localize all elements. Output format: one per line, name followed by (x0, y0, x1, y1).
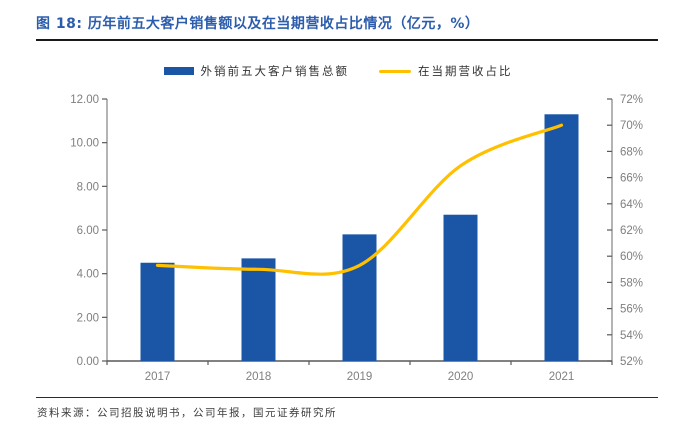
bar-2021 (544, 114, 579, 362)
line-series-swatch-icon (379, 69, 411, 73)
right-axis-label: 60% (620, 251, 643, 263)
legend-line-label: 在当期营收占比 (418, 64, 513, 78)
left-axis-label: 8.00 (77, 181, 99, 193)
right-axis-label: 72% (620, 94, 643, 106)
bar-2018 (241, 258, 276, 361)
bar-2019 (342, 234, 377, 361)
legend-item-bar-series: 外销前五大客户销售总额 (163, 63, 350, 79)
right-axis-label: 52% (620, 356, 643, 368)
title-divider (36, 39, 658, 41)
source-divider (36, 397, 658, 398)
bar-series-swatch-icon (163, 67, 194, 75)
page-title: 图 18: 历年前五大客户销售额以及在当期营收占比情况（亿元，%） (36, 16, 480, 32)
left-axis-label: 6.00 (77, 225, 99, 237)
chart-canvas: 0.00 2.00 4.00 6.00 8.00 10.00 12.00 52% 54% 56% 5… (70, 94, 643, 383)
right-axis-label: 54% (620, 330, 643, 342)
right-axis-label: 68% (620, 146, 643, 158)
x-axis-label: 2021 (549, 371, 575, 383)
left-axis-label: 2.00 (77, 312, 99, 324)
right-axis-label: 62% (620, 225, 643, 237)
bar-2017 (140, 262, 175, 361)
chart-legend: 外销前五大客户销售总额 在当期营收占比 (88, 62, 588, 80)
bar-2020 (443, 214, 478, 361)
left-axis-label: 0.00 (77, 356, 99, 368)
right-axis-label: 64% (620, 199, 643, 211)
legend-item-line-series: 在当期营收占比 (379, 63, 513, 79)
legend-bar-label: 外销前五大客户销售总额 (200, 64, 349, 78)
left-axis-label: 12.00 (70, 94, 99, 106)
right-axis-label: 56% (620, 304, 643, 316)
right-axis-label: 58% (620, 277, 643, 289)
x-axis-label: 2019 (347, 371, 373, 383)
chart-area: 0.00 2.00 4.00 6.00 8.00 10.00 12.00 52% 54% 56% 5… (0, 88, 676, 390)
x-axis-label: 2017 (145, 371, 171, 383)
left-axis-label: 4.00 (77, 269, 99, 281)
left-axis-label: 10.00 (70, 138, 99, 150)
revenue-ratio-line (155, 123, 564, 276)
right-axis-label: 66% (620, 173, 643, 185)
x-axis-label: 2018 (246, 371, 272, 383)
x-axis-label: 2020 (448, 371, 474, 383)
right-axis-label: 70% (620, 120, 643, 132)
source-note: 资料来源：公司招股说明书，公司年报，国元证券研究所 (37, 407, 337, 419)
